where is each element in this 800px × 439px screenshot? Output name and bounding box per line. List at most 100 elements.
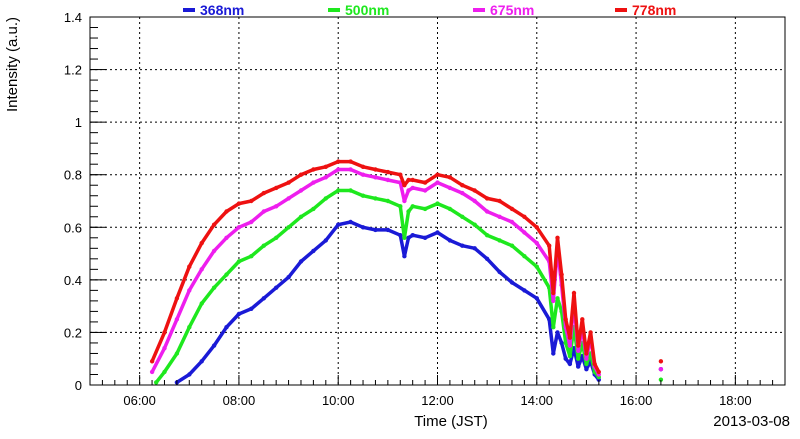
data-point-778nm xyxy=(174,296,180,301)
data-point-675nm xyxy=(336,167,341,172)
data-point-778nm xyxy=(211,222,217,227)
y-tick-label: 0.8 xyxy=(64,168,82,183)
data-point-500nm xyxy=(522,254,527,259)
data-point-778nm xyxy=(571,290,577,296)
data-point-675nm xyxy=(551,298,556,304)
data-point-368nm xyxy=(360,225,366,230)
data-point-500nm xyxy=(410,204,415,209)
data-point-778nm xyxy=(360,164,366,169)
data-point-500nm xyxy=(224,272,229,277)
data-point-368nm xyxy=(497,269,502,275)
data-point-368nm xyxy=(187,372,192,377)
data-point-778nm xyxy=(410,177,415,183)
legend-entry-778nm: 778nm xyxy=(615,2,676,18)
data-point-778nm xyxy=(422,180,428,185)
data-point-500nm xyxy=(187,325,192,330)
data-point-778nm xyxy=(249,198,254,204)
data-point-368nm xyxy=(249,306,254,311)
data-point-500nm xyxy=(360,193,366,198)
data-point-368nm xyxy=(385,227,391,233)
legend: 368nm 500nm 675nm 778nm xyxy=(183,2,676,18)
x-tick-label: 14:00 xyxy=(521,393,554,408)
data-point-778nm xyxy=(336,159,341,164)
data-point-500nm xyxy=(658,377,664,382)
data-point-778nm xyxy=(497,198,502,204)
data-point-500nm xyxy=(373,196,378,201)
legend-entry-500nm: 500nm xyxy=(328,2,389,18)
x-tick-label: 08:00 xyxy=(223,393,256,408)
data-point-778nm xyxy=(286,180,291,185)
data-point-368nm xyxy=(584,367,589,372)
x-tick-label: 10:00 xyxy=(322,393,355,408)
data-point-778nm xyxy=(162,330,167,335)
y-tick-label: 0.6 xyxy=(64,220,82,235)
data-point-778nm xyxy=(274,185,279,191)
data-point-368nm xyxy=(336,222,341,227)
data-point-675nm xyxy=(311,180,316,185)
data-point-500nm xyxy=(162,369,167,375)
data-point-675nm xyxy=(422,188,428,193)
data-point-500nm xyxy=(576,356,581,361)
data-point-368nm xyxy=(551,351,556,356)
data-point-675nm xyxy=(406,188,411,193)
data-point-778nm xyxy=(199,240,204,246)
data-point-500nm xyxy=(211,285,217,290)
series-500nm xyxy=(154,188,664,385)
data-point-368nm xyxy=(311,248,316,254)
data-point-368nm xyxy=(484,256,490,261)
data-point-778nm xyxy=(588,330,593,335)
data-point-675nm xyxy=(435,180,440,185)
data-point-675nm xyxy=(236,225,242,230)
data-point-778nm xyxy=(534,225,539,230)
data-point-368nm xyxy=(236,311,242,317)
data-point-675nm xyxy=(373,175,378,180)
data-point-675nm xyxy=(224,235,229,240)
data-point-368nm xyxy=(522,288,527,293)
data-point-500nm xyxy=(402,235,407,240)
data-point-778nm xyxy=(435,172,440,177)
data-point-778nm xyxy=(402,183,407,188)
y-tick-label: 1.4 xyxy=(64,10,82,25)
data-point-500nm xyxy=(348,188,353,193)
data-point-675nm xyxy=(522,230,527,235)
data-point-500nm xyxy=(484,233,490,238)
data-point-368nm xyxy=(261,296,266,301)
data-point-368nm xyxy=(398,233,403,238)
data-point-368nm xyxy=(563,356,568,361)
data-point-778nm xyxy=(149,359,155,364)
data-point-500nm xyxy=(563,340,568,346)
y-tick-label: 0 xyxy=(75,378,82,393)
data-point-778nm xyxy=(385,169,391,175)
data-point-675nm xyxy=(584,356,589,361)
data-point-368nm xyxy=(286,275,291,280)
legend-label: 675nm xyxy=(490,2,534,18)
data-point-500nm xyxy=(460,214,465,219)
x-tick-label: 16:00 xyxy=(620,393,653,408)
data-point-368nm xyxy=(406,235,411,240)
legend-entry-368nm: 368nm xyxy=(183,2,244,18)
data-point-500nm xyxy=(385,198,391,204)
data-point-500nm xyxy=(551,325,556,330)
data-point-675nm xyxy=(410,185,415,191)
data-point-368nm xyxy=(323,238,328,243)
data-point-778nm xyxy=(551,290,556,296)
data-point-778nm xyxy=(447,175,453,180)
data-point-675nm xyxy=(174,317,180,322)
data-point-368nm xyxy=(559,340,564,346)
series-line-368nm xyxy=(175,220,601,384)
date-label: 2013-03-08 xyxy=(713,413,790,430)
data-point-500nm xyxy=(174,351,180,356)
data-point-500nm xyxy=(422,206,428,212)
data-point-500nm xyxy=(336,188,341,193)
data-point-778nm xyxy=(580,317,585,322)
data-point-675nm xyxy=(211,248,217,254)
x-tick-label: 12:00 xyxy=(421,393,454,408)
series-778nm xyxy=(149,159,664,375)
data-point-675nm xyxy=(534,240,539,246)
data-point-675nm xyxy=(323,175,328,180)
data-point-778nm xyxy=(484,196,490,201)
legend-label: 368nm xyxy=(200,2,244,18)
data-point-368nm xyxy=(274,285,279,290)
data-point-500nm xyxy=(447,206,453,212)
